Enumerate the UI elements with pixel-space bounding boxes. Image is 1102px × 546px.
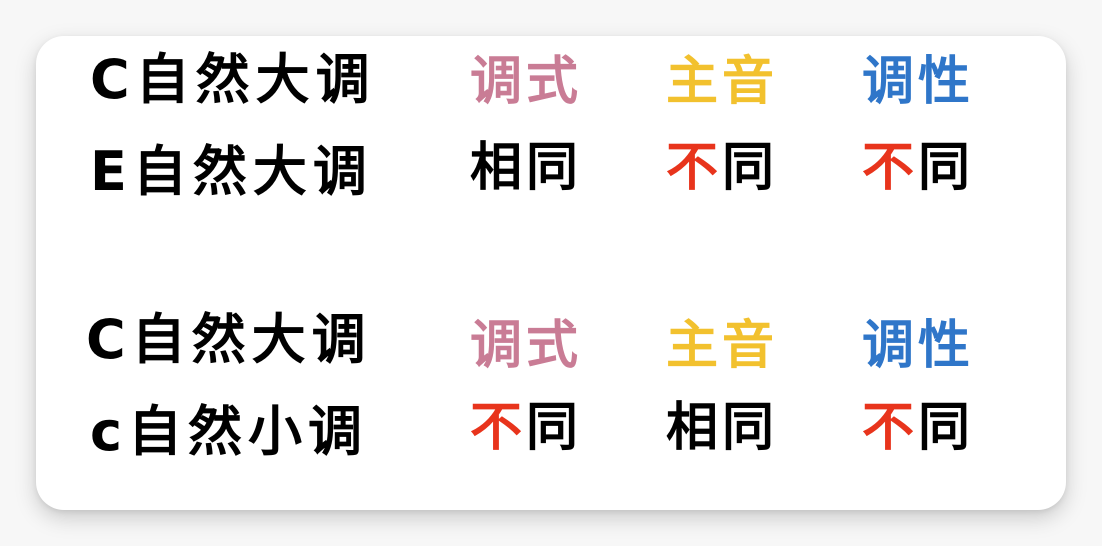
value-rest: 相同 <box>470 138 583 198</box>
value-rest: 同 <box>722 138 779 198</box>
group1-key-1: C自然大调 <box>90 48 376 111</box>
different-mark: 不 <box>666 138 723 198</box>
group1-mode-header: 调式 <box>470 52 583 112</box>
group2-key-1: C自然大调 <box>86 308 372 371</box>
group2-tonic-value: 相同 <box>666 398 778 458</box>
group1-tonality-value: 不同 <box>862 138 974 198</box>
comparison-card: C自然大调 调式 主音 调性 E自然大调 相同 不同 不同 C自然大调 调式 主… <box>36 36 1066 510</box>
different-mark: 不 <box>470 398 527 458</box>
value-rest: 同 <box>918 398 975 458</box>
group2-tonic-header: 主音 <box>666 316 779 376</box>
different-mark: 不 <box>862 138 919 198</box>
value-rest: 相同 <box>666 398 779 458</box>
value-rest: 同 <box>918 138 975 198</box>
group1-tonic-value: 不同 <box>666 138 778 198</box>
group2-key-2: c自然小调 <box>90 400 369 463</box>
value-rest: 同 <box>526 398 583 458</box>
group2-mode-value: 不同 <box>470 398 582 458</box>
group2-tonality-value: 不同 <box>862 398 974 458</box>
group1-tonic-header: 主音 <box>666 52 779 112</box>
group1-key-2: E自然大调 <box>90 140 373 203</box>
group1-mode-value: 相同 <box>470 138 582 198</box>
group2-mode-header: 调式 <box>470 316 583 376</box>
group2-tonality-header: 调性 <box>862 316 975 376</box>
different-mark: 不 <box>862 398 919 458</box>
group1-tonality-header: 调性 <box>862 52 975 112</box>
